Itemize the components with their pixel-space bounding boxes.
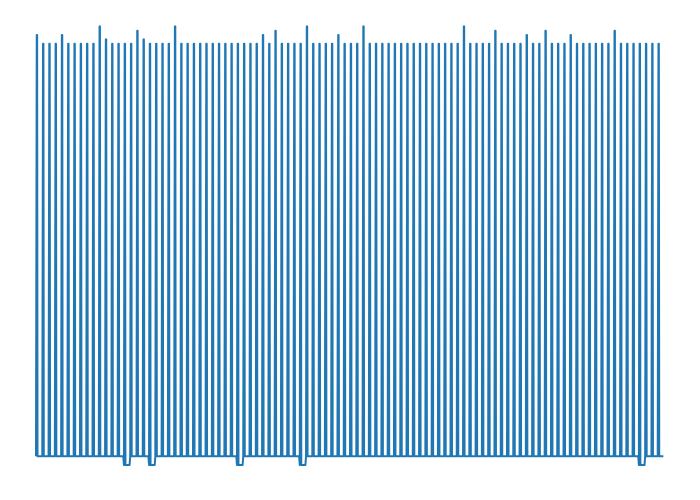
- series-line-0: [35, 25, 664, 466]
- plot-area: [35, 25, 664, 466]
